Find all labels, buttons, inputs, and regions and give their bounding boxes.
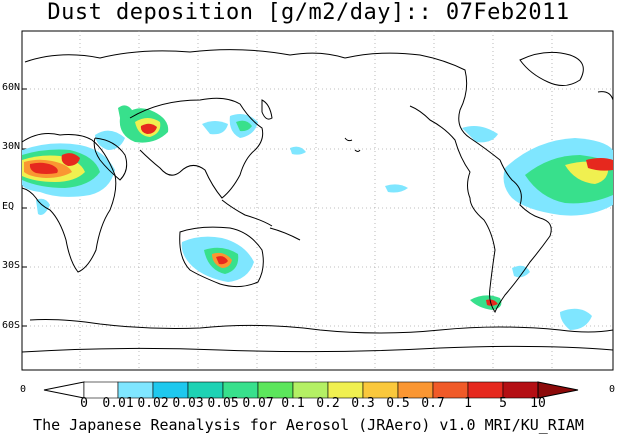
colorbar-label: 0.02	[137, 396, 169, 411]
colorbar	[43, 381, 579, 399]
dust-field-sahara	[22, 143, 115, 215]
coastlines	[21, 49, 614, 353]
lat-label-30n: 30N	[2, 141, 21, 152]
colorbar-label: 0	[80, 396, 88, 411]
footer-credit: The Japanese Reanalysis for Aerosol (JRA…	[33, 416, 584, 434]
lat-label-60s: 60S	[2, 320, 21, 331]
edge-label-right: 0	[609, 384, 616, 395]
colorbar-label: 0.03	[172, 396, 204, 411]
colorbar-right-arrow	[537, 381, 579, 399]
lat-label-eq: EQ	[2, 201, 15, 212]
colorbar-label: 5	[499, 396, 507, 411]
colorbar-label: 0.01	[102, 396, 134, 411]
map-frame	[21, 30, 614, 371]
colorbar-label: 0.7	[421, 396, 445, 411]
colorbar-label: 0.07	[242, 396, 274, 411]
colorbar-label: 0.2	[316, 396, 340, 411]
dust-field-australia	[181, 236, 254, 282]
colorbar-label: 1	[464, 396, 472, 411]
colorbar-label: 0.5	[386, 396, 410, 411]
map-title: Dust deposition [g/m2/day]:: 07Feb2011	[47, 0, 570, 25]
lat-label-60n: 60N	[2, 82, 21, 93]
edge-label-left: 0	[20, 384, 27, 395]
colorbar-label: 0.1	[281, 396, 305, 411]
dust-field-asia	[202, 114, 306, 155]
dust-field-americas	[385, 126, 613, 330]
colorbar-label: 10	[530, 396, 546, 411]
colorbar-label: 0.3	[351, 396, 375, 411]
colorbar-label: 0.05	[207, 396, 239, 411]
colorbar-left-arrow	[43, 381, 85, 399]
lat-label-30s: 30S	[2, 260, 21, 271]
